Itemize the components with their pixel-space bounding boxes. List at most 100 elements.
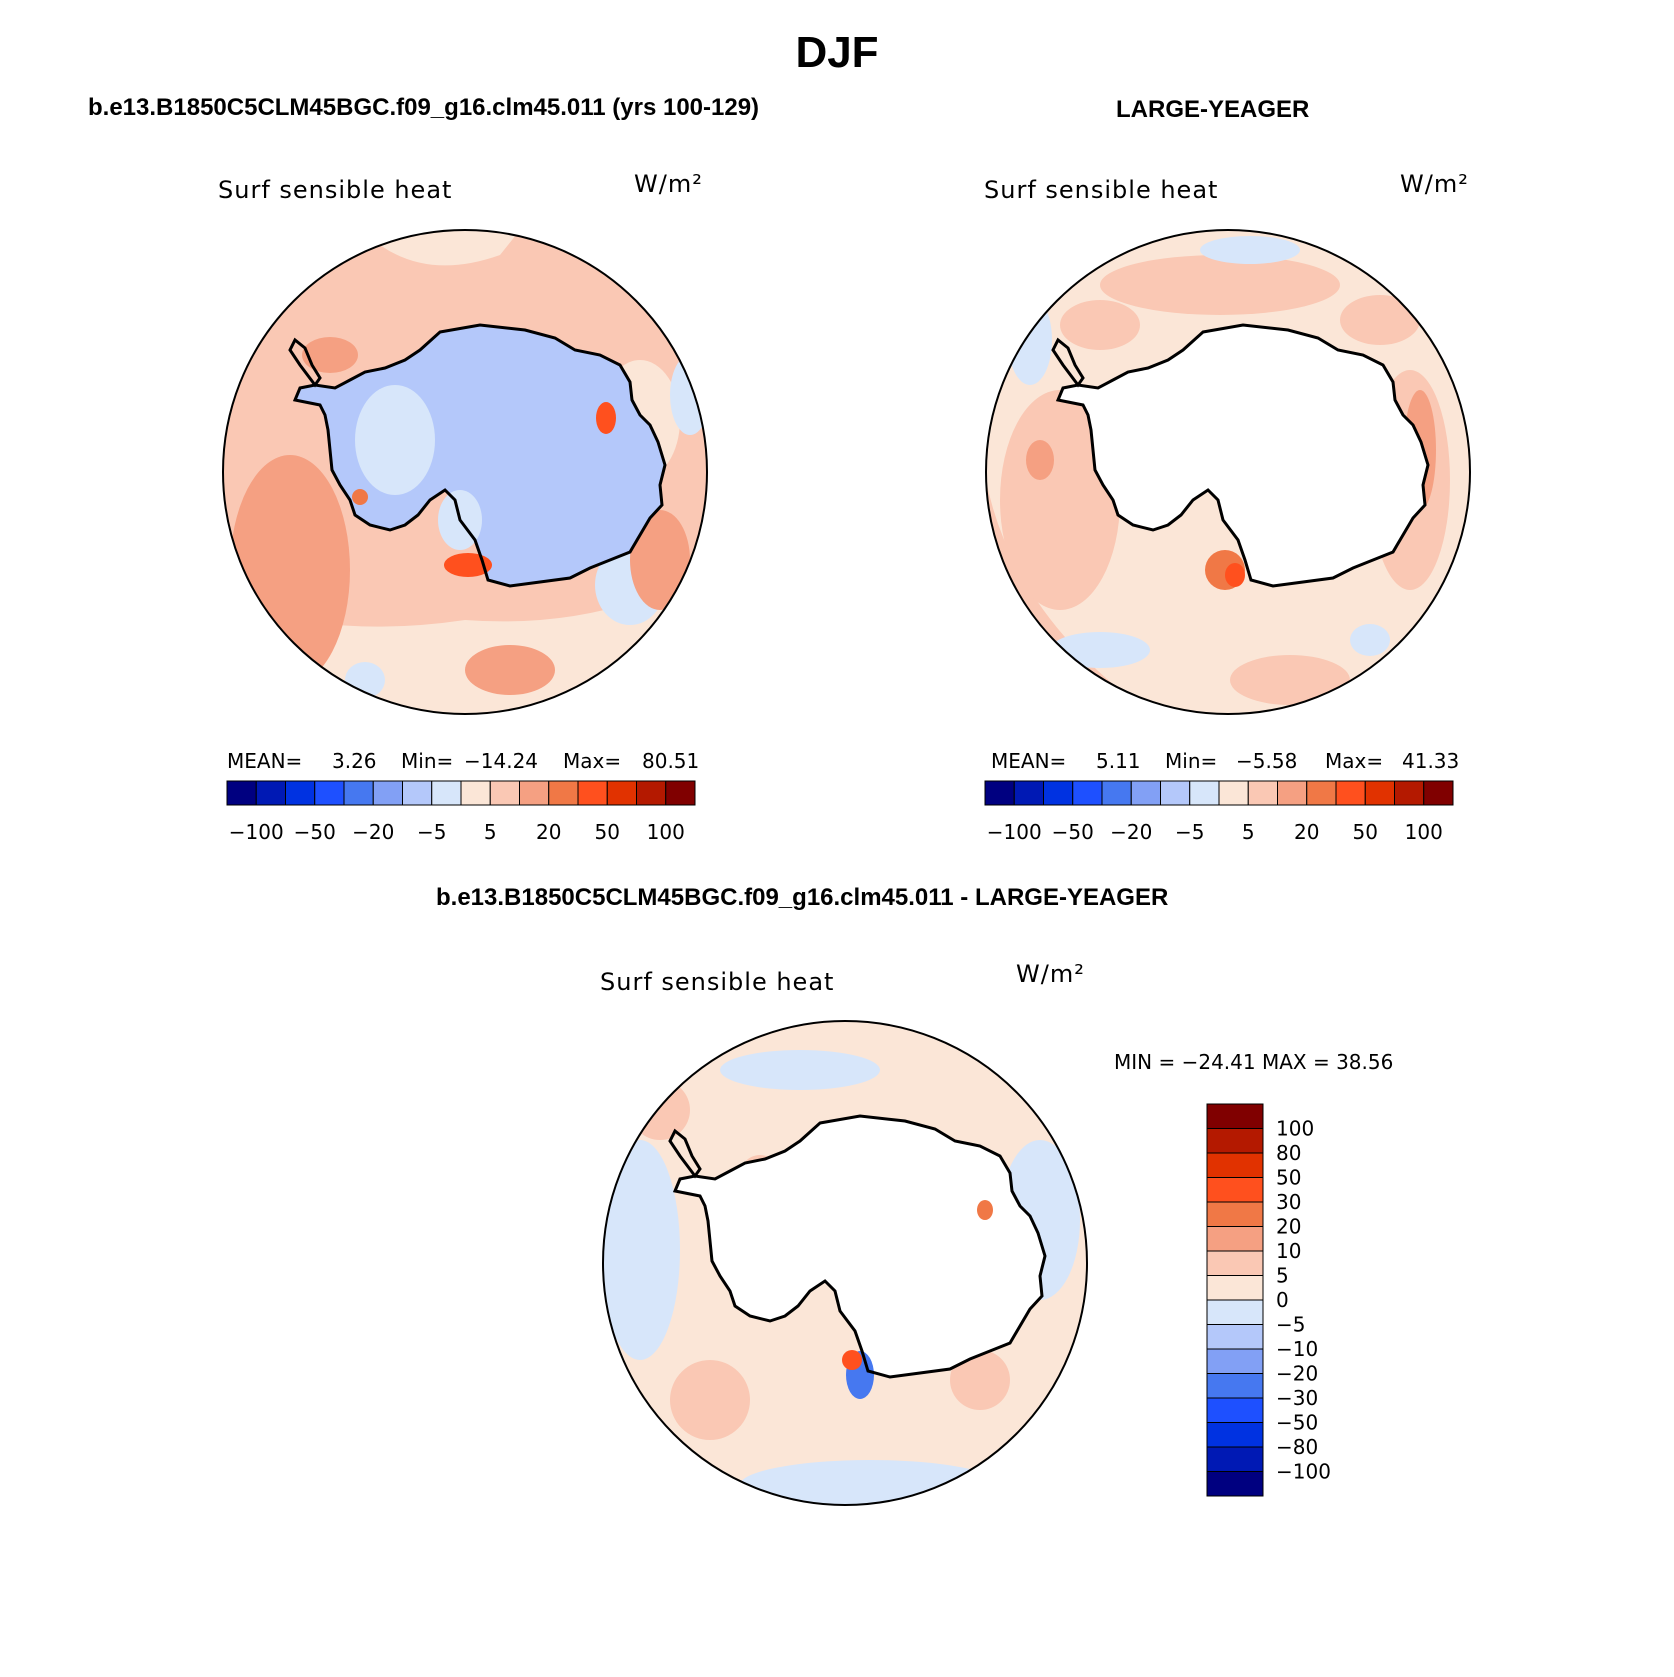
map-panel-c (602, 1020, 1088, 1506)
colorbar-c-swatch (1206, 1201, 1264, 1227)
colorbar-b-swatch (1335, 780, 1366, 806)
colorbar-b-tick-label: −5 (1175, 820, 1204, 844)
colorbar-c-swatch (1206, 1152, 1264, 1178)
panel-c-minmax: MIN = −24.41 MAX = 38.56 (1114, 1050, 1394, 1074)
panel-b-mean: 5.11 (1096, 749, 1141, 773)
colorbar-b-tick-label: 50 (1353, 820, 1378, 844)
colorbar-c-tick-label: −50 (1276, 1411, 1318, 1435)
map-panel-a (222, 229, 708, 715)
colorbar-c-tick-label: −5 (1276, 1313, 1305, 1337)
colorbar-b-swatch (1130, 780, 1161, 806)
colorbar-c-swatch (1206, 1128, 1264, 1154)
colorbar-c-tick-label: 80 (1276, 1141, 1301, 1165)
map-panel-b (985, 229, 1471, 715)
panel-c-title: b.e13.B1850C5CLM45BGC.f09_g16.clm45.011 … (436, 884, 1169, 911)
panel-a-variable: Surf sensible heat (218, 176, 453, 204)
colorbar-a-tick-label: −50 (294, 820, 336, 844)
colorbar-a-tick-label: 50 (595, 820, 620, 844)
colorbar-a-tick-label: −5 (417, 820, 446, 844)
colorbar-b-swatch (1218, 780, 1249, 806)
colorbar-panel-a: −100 −50 −20 −5 5 20 50 100 (226, 780, 696, 844)
panel-a-min-label: Min= (401, 749, 454, 773)
colorbar-a-swatch (665, 780, 696, 806)
colorbar-b-swatch (1189, 780, 1220, 806)
panel-b-min-label: Min= (1165, 749, 1218, 773)
panel-a-title: b.e13.B1850C5CLM45BGC.f09_g16.clm45.011 … (88, 94, 760, 121)
panel-a-max-label: Max= (563, 749, 622, 773)
panel-a-mean-label: MEAN= (227, 749, 303, 773)
colorbar-c-tick-label: 10 (1276, 1239, 1301, 1263)
panel-b-max-label: Max= (1325, 749, 1384, 773)
colorbar-b-tick-label: 20 (1294, 820, 1319, 844)
colorbar-b-tick-label: −100 (987, 820, 1042, 844)
colorbar-c-swatch (1206, 1299, 1264, 1325)
colorbar-a-tick-label: −100 (229, 820, 284, 844)
colorbar-a-swatch (519, 780, 550, 806)
colorbar-b-swatch (1423, 780, 1454, 806)
panel-a-max: 80.51 (642, 749, 700, 773)
colorbar-a-swatch (372, 780, 403, 806)
colorbar-a-swatch (489, 780, 520, 806)
colorbar-b-swatch (1394, 780, 1425, 806)
colorbar-b-tick-label: 5 (1242, 820, 1255, 844)
colorbar-a-tick-label: −20 (352, 820, 394, 844)
panel-b-mean-label: MEAN= (991, 749, 1067, 773)
colorbar-a-swatch (285, 780, 316, 806)
colorbar-a-tick-label: 20 (536, 820, 561, 844)
colorbar-a-swatch (636, 780, 667, 806)
colorbar-b-swatch (1043, 780, 1074, 806)
colorbar-c-swatch (1206, 1324, 1264, 1350)
colorbar-c-tick-label: −100 (1276, 1460, 1331, 1484)
colorbar-b-swatch (984, 780, 1015, 806)
colorbar-c-tick-label: −10 (1276, 1337, 1318, 1361)
colorbar-b-swatch (1101, 780, 1132, 806)
colorbar-c-tick-label: −20 (1276, 1362, 1318, 1386)
colorbar-b-tick-label: −50 (1052, 820, 1094, 844)
colorbar-c-swatch (1206, 1446, 1264, 1472)
colorbar-a-tick-label: 100 (647, 820, 685, 844)
colorbar-a-swatch (343, 780, 374, 806)
colorbar-c-swatch (1206, 1348, 1264, 1374)
panel-a-mean: 3.26 (332, 749, 377, 773)
colorbar-b-swatch (1160, 780, 1191, 806)
colorbar-a-swatch (226, 780, 257, 806)
colorbar-a-swatch (577, 780, 608, 806)
colorbar-a-swatch (548, 780, 579, 806)
colorbar-c-tick-label: 50 (1276, 1166, 1301, 1190)
colorbar-b-swatch (1247, 780, 1278, 806)
colorbar-c-swatch (1206, 1373, 1264, 1399)
colorbar-c-swatch (1206, 1275, 1264, 1301)
panel-a-units: W/m² (634, 170, 703, 198)
colorbar-a-swatch (255, 780, 286, 806)
colorbar-c-tick-label: 0 (1276, 1288, 1289, 1312)
colorbar-c-tick-label: 100 (1276, 1117, 1314, 1141)
colorbar-c-swatch (1206, 1226, 1264, 1252)
colorbar-a-swatch (402, 780, 433, 806)
colorbar-c-swatch (1206, 1103, 1264, 1129)
colorbar-a-swatch (431, 780, 462, 806)
colorbar-a-swatch (606, 780, 637, 806)
colorbar-c-tick-label: 5 (1276, 1264, 1289, 1288)
panel-a-min: −14.24 (464, 749, 539, 773)
colorbar-b-swatch (1072, 780, 1103, 806)
colorbar-c-swatch (1206, 1177, 1264, 1203)
colorbar-c-swatch (1206, 1397, 1264, 1423)
colorbar-b-swatch (1306, 780, 1337, 806)
colorbar-c-tick-label: 20 (1276, 1215, 1301, 1239)
colorbar-b-tick-label: 100 (1405, 820, 1443, 844)
colorbar-a-swatch (314, 780, 345, 806)
colorbar-c-tick-label: −80 (1276, 1435, 1318, 1459)
colorbar-b-swatch (1013, 780, 1044, 806)
panel-c-variable: Surf sensible heat (600, 968, 835, 996)
colorbar-b-swatch (1364, 780, 1395, 806)
panel-b-units: W/m² (1400, 170, 1469, 198)
colorbar-c-swatch (1206, 1250, 1264, 1276)
panel-b-variable: Surf sensible heat (984, 176, 1219, 204)
panel-b-max: 41.33 (1402, 749, 1460, 773)
colorbar-b-tick-label: −20 (1110, 820, 1152, 844)
colorbar-c-swatch (1206, 1471, 1264, 1497)
colorbar-b-swatch (1277, 780, 1308, 806)
panel-b-title: LARGE-YEAGER (1116, 96, 1310, 123)
